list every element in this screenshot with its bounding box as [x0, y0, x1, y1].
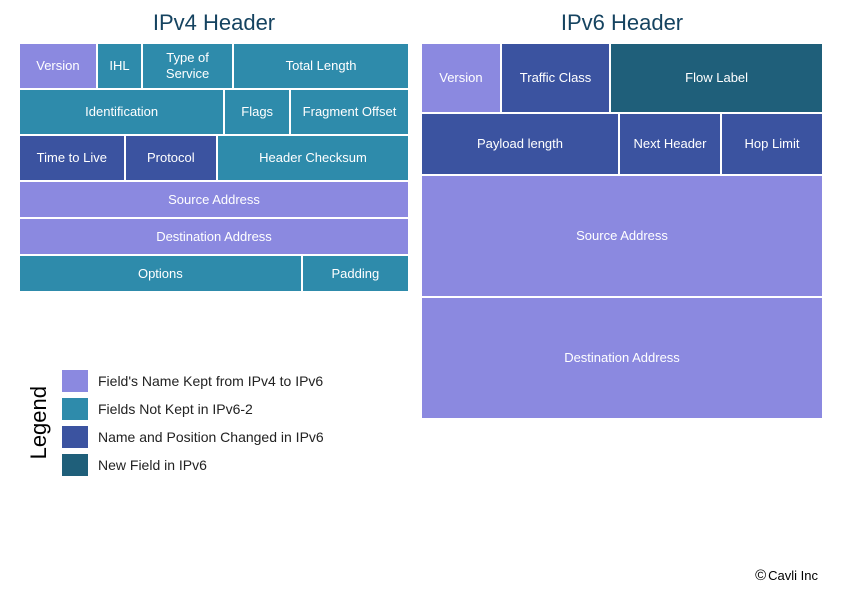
ipv4-cell-ihl: IHL: [98, 44, 141, 88]
ipv6-title: IPv6 Header: [422, 10, 822, 36]
ipv4-grid: Version IHL Type of Service Total Length…: [20, 44, 408, 291]
ipv6-grid: Version Traffic Class Flow Label Payload…: [422, 44, 822, 418]
ipv6-row: Destination Address: [422, 298, 822, 418]
ipv4-cell-tos: Type of Service: [143, 44, 232, 88]
ipv4-cell-options: Options: [20, 256, 301, 291]
ipv6-cell-flow-label: Flow Label: [611, 44, 822, 112]
legend-item: New Field in IPv6: [62, 454, 324, 476]
ipv4-cell-ttl: Time to Live: [20, 136, 124, 180]
ipv6-cell-hop-limit: Hop Limit: [722, 114, 822, 174]
ipv4-row: Source Address: [20, 182, 408, 217]
ipv4-cell-padding: Padding: [303, 256, 408, 291]
legend-text: Name and Position Changed in IPv6: [98, 429, 324, 445]
legend-text: Field's Name Kept from IPv4 to IPv6: [98, 373, 323, 389]
ipv4-cell-identification: Identification: [20, 90, 223, 134]
legend: Legend Field's Name Kept from IPv4 to IP…: [26, 370, 324, 476]
ipv4-cell-flags: Flags: [225, 90, 289, 134]
legend-title: Legend: [26, 386, 52, 459]
legend-item: Name and Position Changed in IPv6: [62, 426, 324, 448]
legend-swatch-changed: [62, 426, 88, 448]
ipv4-cell-fragment-offset: Fragment Offset: [291, 90, 408, 134]
ipv4-row: Time to Live Protocol Header Checksum: [20, 136, 408, 180]
ipv4-row: Options Padding: [20, 256, 408, 291]
ipv4-cell-total-length: Total Length: [234, 44, 408, 88]
ipv4-row: Identification Flags Fragment Offset: [20, 90, 408, 134]
ipv4-cell-version: Version: [20, 44, 96, 88]
ipv6-cell-destination-address: Destination Address: [422, 298, 822, 418]
ipv4-cell-protocol: Protocol: [126, 136, 216, 180]
copyright-icon: ©: [755, 567, 766, 584]
ipv4-cell-destination-address: Destination Address: [20, 219, 408, 254]
legend-swatch-new: [62, 454, 88, 476]
legend-text: New Field in IPv6: [98, 457, 207, 473]
ipv6-row: Payload length Next Header Hop Limit: [422, 114, 822, 174]
footer-text: Cavli Inc: [768, 568, 818, 583]
ipv4-cell-checksum: Header Checksum: [218, 136, 408, 180]
legend-items: Field's Name Kept from IPv4 to IPv6 Fiel…: [62, 370, 324, 476]
ipv6-row: Version Traffic Class Flow Label: [422, 44, 822, 112]
ipv4-title: IPv4 Header: [20, 10, 408, 36]
ipv4-row: Destination Address: [20, 219, 408, 254]
ipv6-cell-traffic-class: Traffic Class: [502, 44, 609, 112]
legend-swatch-notkept: [62, 398, 88, 420]
footer-credit: © Cavli Inc: [755, 567, 818, 584]
ipv6-cell-payload-length: Payload length: [422, 114, 618, 174]
ipv4-row: Version IHL Type of Service Total Length: [20, 44, 408, 88]
ipv6-cell-version: Version: [422, 44, 500, 112]
ipv4-column: IPv4 Header Version IHL Type of Service …: [20, 10, 408, 418]
ipv6-row: Source Address: [422, 176, 822, 296]
ipv6-cell-source-address: Source Address: [422, 176, 822, 296]
legend-text: Fields Not Kept in IPv6-2: [98, 401, 253, 417]
legend-item: Fields Not Kept in IPv6-2: [62, 398, 324, 420]
legend-swatch-kept: [62, 370, 88, 392]
ipv6-cell-next-header: Next Header: [620, 114, 720, 174]
ipv6-column: IPv6 Header Version Traffic Class Flow L…: [422, 10, 822, 418]
legend-item: Field's Name Kept from IPv4 to IPv6: [62, 370, 324, 392]
diagram-container: IPv4 Header Version IHL Type of Service …: [20, 10, 822, 418]
ipv4-cell-source-address: Source Address: [20, 182, 408, 217]
